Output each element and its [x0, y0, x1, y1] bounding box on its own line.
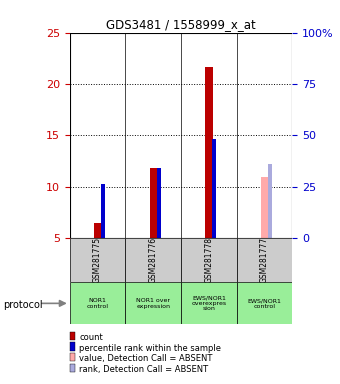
- Bar: [181, 282, 237, 324]
- Bar: [70, 282, 125, 324]
- Text: NOR1
control: NOR1 control: [87, 298, 108, 309]
- Bar: [212, 139, 216, 238]
- Bar: [157, 168, 160, 238]
- Title: GDS3481 / 1558999_x_at: GDS3481 / 1558999_x_at: [106, 18, 256, 31]
- Bar: [268, 164, 272, 238]
- Text: protocol: protocol: [3, 300, 43, 310]
- Bar: [125, 238, 181, 282]
- Text: count: count: [79, 333, 103, 342]
- Text: EWS/NOR1
control: EWS/NOR1 control: [248, 298, 282, 309]
- Text: percentile rank within the sample: percentile rank within the sample: [79, 344, 221, 353]
- Bar: [70, 238, 125, 282]
- Bar: [125, 282, 181, 324]
- Bar: [150, 168, 157, 238]
- Bar: [237, 282, 292, 324]
- Bar: [181, 238, 237, 282]
- Text: GSM281778: GSM281778: [204, 237, 214, 283]
- Bar: [237, 238, 292, 282]
- Text: NOR1 over
expression: NOR1 over expression: [136, 298, 170, 309]
- Text: EWS/NOR1
overexpres
sion: EWS/NOR1 overexpres sion: [191, 295, 226, 311]
- Text: GSM281776: GSM281776: [149, 237, 158, 283]
- Bar: [205, 66, 212, 238]
- Text: GSM281775: GSM281775: [93, 237, 102, 283]
- Text: value, Detection Call = ABSENT: value, Detection Call = ABSENT: [79, 354, 212, 363]
- Text: GSM281777: GSM281777: [260, 237, 269, 283]
- Text: rank, Detection Call = ABSENT: rank, Detection Call = ABSENT: [79, 365, 208, 374]
- Bar: [101, 184, 105, 238]
- Bar: [94, 223, 101, 238]
- Bar: [261, 177, 268, 238]
